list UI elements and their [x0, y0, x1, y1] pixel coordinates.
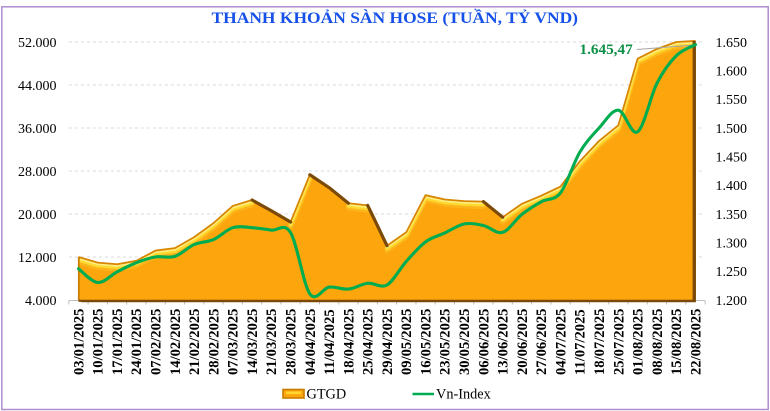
svg-text:15/08/2025: 15/08/2025 — [669, 309, 685, 375]
svg-text:24/01/2025: 24/01/2025 — [129, 309, 145, 375]
svg-text:1.645,47: 1.645,47 — [580, 41, 634, 58]
svg-text:1.350: 1.350 — [716, 208, 748, 223]
svg-text:1.450: 1.450 — [716, 150, 748, 165]
svg-text:36.000: 36.000 — [18, 122, 57, 137]
svg-text:07/02/2025: 07/02/2025 — [149, 309, 165, 375]
svg-text:03/01/2025: 03/01/2025 — [71, 309, 87, 375]
svg-text:1.300: 1.300 — [716, 236, 748, 251]
svg-text:1.200: 1.200 — [716, 294, 748, 309]
svg-text:13/06/2025: 13/06/2025 — [496, 309, 512, 375]
svg-text:23/05/2025: 23/05/2025 — [438, 309, 454, 375]
svg-text:11/04/2025: 11/04/2025 — [322, 309, 338, 375]
svg-text:25/04/2025: 25/04/2025 — [361, 309, 377, 375]
svg-text:1.600: 1.600 — [716, 64, 748, 79]
svg-text:10/01/2025: 10/01/2025 — [91, 309, 107, 375]
svg-text:16/05/2025: 16/05/2025 — [418, 309, 434, 375]
svg-text:21/02/2025: 21/02/2025 — [187, 309, 203, 375]
svg-text:04/07/2025: 04/07/2025 — [553, 309, 569, 375]
svg-text:1.650: 1.650 — [716, 36, 748, 51]
svg-text:04/04/2025: 04/04/2025 — [303, 309, 319, 375]
svg-text:20/06/2025: 20/06/2025 — [515, 309, 531, 375]
svg-text:14/02/2025: 14/02/2025 — [168, 309, 184, 375]
svg-text:GTGD: GTGD — [307, 387, 347, 403]
svg-text:1.250: 1.250 — [716, 265, 748, 280]
svg-text:09/05/2025: 09/05/2025 — [399, 309, 415, 375]
svg-text:18/04/2025: 18/04/2025 — [341, 309, 357, 375]
svg-text:30/05/2025: 30/05/2025 — [457, 309, 473, 375]
svg-text:08/08/2025: 08/08/2025 — [650, 309, 666, 375]
svg-text:17/01/2025: 17/01/2025 — [110, 309, 126, 375]
svg-text:06/06/2025: 06/06/2025 — [476, 309, 492, 375]
svg-text:1.550: 1.550 — [716, 93, 748, 108]
svg-text:22/08/2025: 22/08/2025 — [688, 309, 704, 375]
svg-text:THANH KHOẢN SÀN HOSE (TUẦN, TỶ: THANH KHOẢN SÀN HOSE (TUẦN, TỶ VND) — [212, 10, 579, 27]
svg-text:29/04/2025: 29/04/2025 — [380, 309, 396, 375]
svg-text:25/07/2025: 25/07/2025 — [611, 309, 627, 375]
svg-text:4.000: 4.000 — [25, 294, 57, 309]
svg-text:18/07/2025: 18/07/2025 — [592, 309, 608, 375]
svg-text:12.000: 12.000 — [18, 251, 57, 266]
svg-text:07/03/2025: 07/03/2025 — [226, 309, 242, 375]
svg-text:14/03/2025: 14/03/2025 — [245, 309, 261, 375]
svg-text:27/06/2025: 27/06/2025 — [534, 309, 550, 375]
svg-text:52.000: 52.000 — [18, 36, 57, 51]
svg-text:44.000: 44.000 — [18, 79, 57, 94]
svg-text:11/07/2025: 11/07/2025 — [573, 309, 589, 375]
svg-text:1.500: 1.500 — [716, 122, 748, 137]
svg-text:28.000: 28.000 — [18, 165, 57, 180]
svg-text:28/02/2025: 28/02/2025 — [206, 309, 222, 375]
svg-text:1.400: 1.400 — [716, 179, 748, 194]
svg-text:21/03/2025: 21/03/2025 — [264, 309, 280, 375]
svg-text:01/08/2025: 01/08/2025 — [631, 309, 647, 375]
svg-text:28/03/2025: 28/03/2025 — [283, 309, 299, 375]
svg-text:Vn-Index: Vn-Index — [436, 387, 491, 403]
svg-text:20.000: 20.000 — [18, 208, 57, 223]
